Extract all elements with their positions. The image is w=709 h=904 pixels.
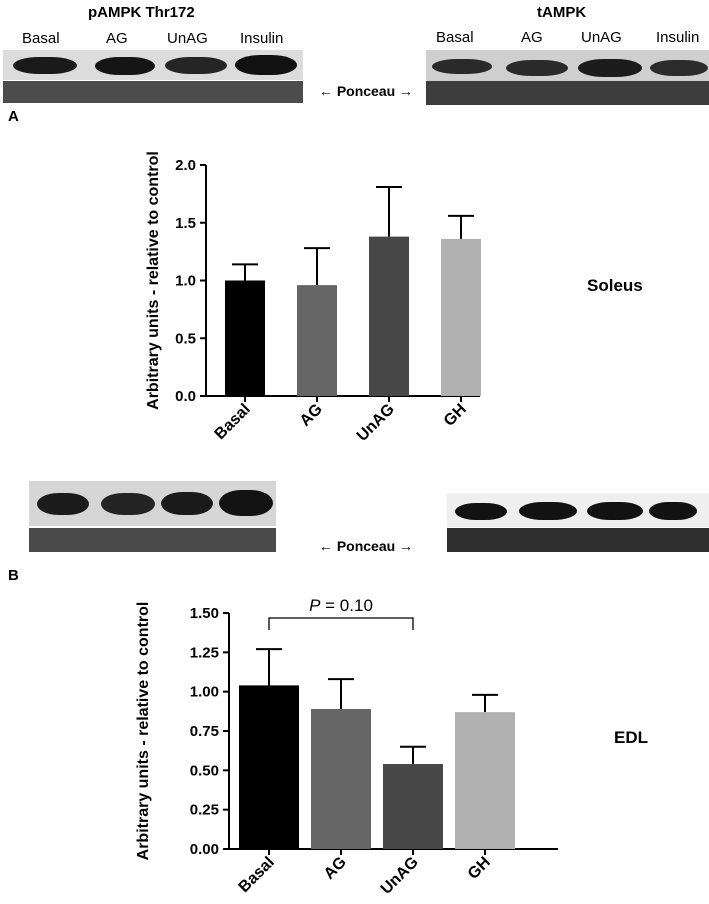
- x-tick-label: Basal: [236, 854, 278, 896]
- left-lane-label: Basal: [22, 30, 60, 47]
- left-lane-label: AG: [106, 30, 128, 47]
- y-tick-label: 1.50: [190, 605, 219, 622]
- edl-left-ponceau-image: [29, 528, 276, 552]
- y-tick-label: 1.25: [190, 644, 219, 661]
- y-axis-title: Arbitrary units - relative to control: [135, 602, 152, 861]
- bar: [225, 280, 265, 396]
- ponceau-label-bottom: ← Ponceau →: [318, 538, 414, 554]
- right-lane-label: Basal: [436, 29, 474, 46]
- y-tick-label: 0.5: [175, 330, 196, 347]
- x-tick-label: UnAG: [354, 401, 398, 445]
- y-tick-label: 0.50: [190, 762, 219, 779]
- panel-b-label: B: [8, 567, 19, 584]
- x-tick-label: AG: [297, 401, 326, 430]
- tampk-ponceau-image: [426, 81, 709, 105]
- x-tick-label: GH: [465, 854, 494, 883]
- edl-right-ponceau-image: [447, 528, 709, 552]
- bar: [239, 685, 299, 849]
- significance-bracket: [268, 617, 414, 630]
- right-lane-label: UnAG: [581, 29, 622, 46]
- edl-left-blot-image: [29, 481, 276, 526]
- bar: [441, 238, 481, 396]
- x-tick-label: UnAG: [378, 854, 422, 898]
- right-lane-label: AG: [521, 29, 543, 46]
- y-axis-title: Arbitrary units - relative to control: [145, 151, 162, 410]
- p-value-text: = 0.10: [320, 596, 372, 615]
- edl-bar-chart: 0.00 0.25 0.50 0.75 1.00 1.25 1.50 Arbitrary un…: [135, 596, 558, 898]
- bar: [297, 285, 337, 396]
- tampk-blot-image: [426, 50, 709, 81]
- bar: [311, 708, 371, 849]
- y-tick-label: 2.0: [175, 157, 196, 174]
- y-tick-label: 0.0: [175, 388, 196, 405]
- x-tick-label: AG: [321, 854, 350, 883]
- pampk-blot-title: pAMPK Thr172: [88, 4, 195, 21]
- pampk-blot-image: [3, 50, 303, 80]
- ponceau-label: ← Ponceau →: [318, 83, 414, 99]
- left-arrow-icon: ←: [318, 538, 337, 554]
- right-lane-label: Insulin: [656, 29, 700, 46]
- left-lane-label: UnAG: [167, 30, 208, 47]
- y-tick-label: 0.75: [190, 723, 219, 740]
- bar: [455, 712, 515, 849]
- bar: [369, 236, 409, 396]
- edl-label: EDL: [614, 728, 648, 747]
- p-value-annotation: P = 0.10: [309, 596, 373, 615]
- pampk-ponceau-image: [3, 81, 303, 103]
- y-tick-label: 1.5: [175, 215, 196, 232]
- panel-a-label: A: [8, 108, 19, 125]
- left-arrow-icon: ←: [318, 83, 337, 99]
- x-tick-label: GH: [441, 401, 470, 430]
- soleus-label: Soleus: [587, 276, 643, 295]
- x-tick-label: Basal: [212, 401, 254, 443]
- bar: [383, 764, 443, 849]
- right-arrow-icon: →: [395, 83, 414, 99]
- p-symbol: P: [309, 596, 321, 615]
- tampk-blot-title: tAMPK: [537, 4, 587, 21]
- y-tick-label: 0.00: [190, 841, 219, 858]
- right-arrow-icon: →: [395, 538, 414, 554]
- edl-right-blot-image: [447, 493, 709, 527]
- left-lane-label: Insulin: [240, 30, 284, 47]
- y-tick-label: 1.00: [190, 684, 219, 701]
- soleus-bar-chart: 0.0 0.5 1.0 1.5 2.0 Arbitrary units - relativ…: [145, 151, 481, 445]
- y-tick-label: 1.0: [175, 273, 196, 290]
- y-tick-label: 0.25: [190, 802, 219, 819]
